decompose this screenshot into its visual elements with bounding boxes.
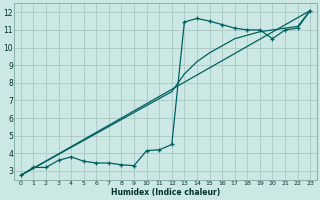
X-axis label: Humidex (Indice chaleur): Humidex (Indice chaleur) [111, 188, 220, 197]
